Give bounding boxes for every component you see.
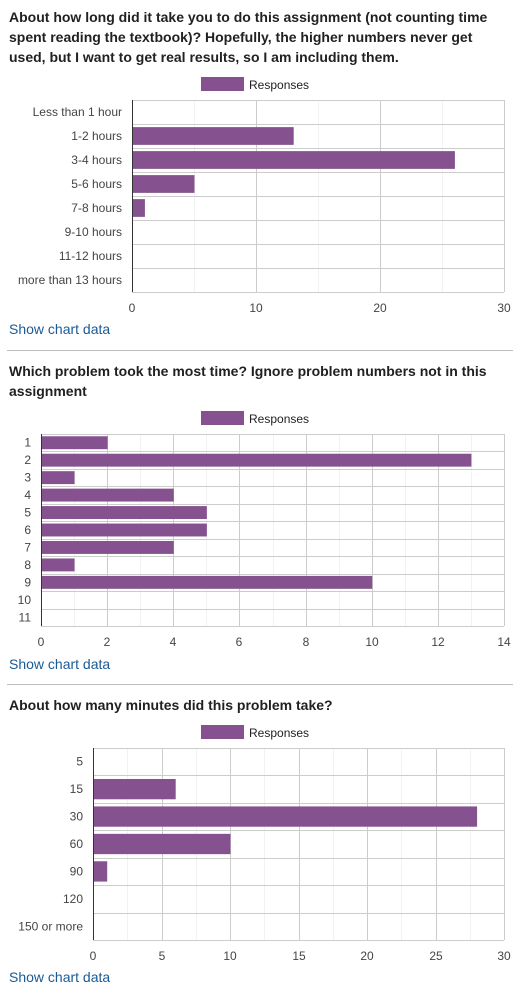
- x-tick-label: 0: [129, 301, 136, 315]
- chart-legend: Responses: [0, 77, 518, 93]
- x-tick-label: 20: [373, 301, 387, 315]
- data-bar: [132, 151, 455, 169]
- x-tick-label: 10: [249, 301, 263, 315]
- y-category-label: 1-2 hours: [71, 129, 122, 143]
- bar-chart: 0 10 20 30 Less than 1 hour 1-2 hours 3-4 hour…: [18, 100, 511, 315]
- y-category-label: 5-6 hours: [71, 177, 122, 191]
- y-category-label: 10: [18, 593, 32, 607]
- x-tick-label: 0: [38, 635, 45, 649]
- data-bar: [132, 127, 294, 145]
- x-tick-label: 10: [223, 949, 237, 963]
- bar-chart: 0 5 10 15 20 25 30 5 15 30 60 90 120 150 or more: [18, 748, 511, 963]
- y-category-label: 5: [24, 506, 31, 520]
- y-category-label: 15: [70, 782, 84, 796]
- y-category-label: 150 or more: [18, 919, 83, 933]
- x-tick-label: 2: [104, 635, 111, 649]
- question-section-1: About how long did it take you to do thi…: [0, 0, 518, 350]
- legend-label: Responses: [249, 412, 310, 426]
- x-tick-label: 30: [497, 949, 511, 963]
- y-category-label: 11-12 hours: [59, 249, 122, 263]
- legend-label: Responses: [249, 78, 310, 92]
- data-bar: [93, 778, 176, 800]
- y-category-label: 11: [19, 610, 32, 624]
- data-bar: [93, 806, 478, 827]
- legend-swatch: [201, 725, 244, 739]
- y-category-label: 8: [24, 558, 31, 572]
- legend-swatch: [201, 77, 244, 91]
- data-bar: [41, 488, 174, 502]
- data-bar: [132, 175, 195, 193]
- question-title: About how many minutes did this problem …: [9, 697, 333, 713]
- y-category-label: 90: [70, 864, 84, 878]
- y-category-label: 60: [70, 837, 84, 851]
- data-bar: [93, 861, 108, 882]
- data-bar: [93, 833, 231, 855]
- chart-legend: Responses: [0, 411, 518, 427]
- y-category-label: 3: [24, 471, 31, 485]
- show-chart-data-link[interactable]: Show chart data: [9, 656, 111, 672]
- x-tick-label: 8: [303, 635, 310, 649]
- chart-legend: Responses: [0, 725, 518, 741]
- x-tick-label: 10: [365, 635, 379, 649]
- y-category-label: 3-4 hours: [71, 153, 122, 167]
- y-category-label: 4: [24, 488, 31, 502]
- legend-swatch: [201, 411, 244, 425]
- data-bar: [132, 199, 145, 217]
- y-category-label: 7-8 hours: [71, 201, 122, 215]
- x-tick-label: 5: [159, 949, 166, 963]
- y-category-label: 9: [24, 575, 31, 589]
- question-section-2: Which problem took the most time? Ignore…: [0, 351, 518, 684]
- question-section-3: About how many minutes did this problem …: [0, 685, 518, 997]
- y-category-label: 120: [63, 892, 83, 906]
- y-category-label: 30: [70, 810, 84, 824]
- data-bar: [41, 558, 75, 572]
- show-chart-data-link[interactable]: Show chart data: [9, 321, 111, 337]
- question-title: Which problem took the most time? Ignore…: [9, 363, 487, 399]
- x-tick-label: 25: [429, 949, 443, 963]
- data-bar: [41, 575, 373, 589]
- show-chart-data-link[interactable]: Show chart data: [9, 969, 111, 985]
- x-tick-label: 4: [170, 635, 177, 649]
- legend-label: Responses: [249, 726, 310, 740]
- x-tick-label: 30: [497, 301, 511, 315]
- y-category-label: Less than 1 hour: [33, 105, 122, 119]
- data-bar: [41, 540, 174, 554]
- x-tick-label: 14: [497, 635, 511, 649]
- x-tick-label: 20: [360, 949, 374, 963]
- section-divider: [7, 684, 513, 685]
- y-category-label: 2: [24, 453, 31, 467]
- x-tick-label: 6: [236, 635, 243, 649]
- data-bar: [41, 523, 207, 537]
- y-category-label: 6: [24, 523, 31, 537]
- y-category-label: 7: [24, 540, 31, 554]
- data-bar: [41, 471, 75, 485]
- y-category-label: 5: [76, 755, 83, 769]
- y-category-label: 1: [24, 436, 31, 450]
- x-tick-label: 0: [90, 949, 97, 963]
- data-bar: [41, 453, 472, 467]
- x-tick-label: 15: [292, 949, 306, 963]
- x-tick-label: 12: [431, 635, 445, 649]
- y-category-label: 9-10 hours: [65, 225, 122, 239]
- question-title: About how long did it take you to do thi…: [9, 9, 488, 65]
- data-bar: [41, 436, 108, 450]
- data-bar: [41, 506, 207, 520]
- section-divider: [7, 350, 513, 351]
- y-category-label: more than 13 hours: [18, 273, 122, 287]
